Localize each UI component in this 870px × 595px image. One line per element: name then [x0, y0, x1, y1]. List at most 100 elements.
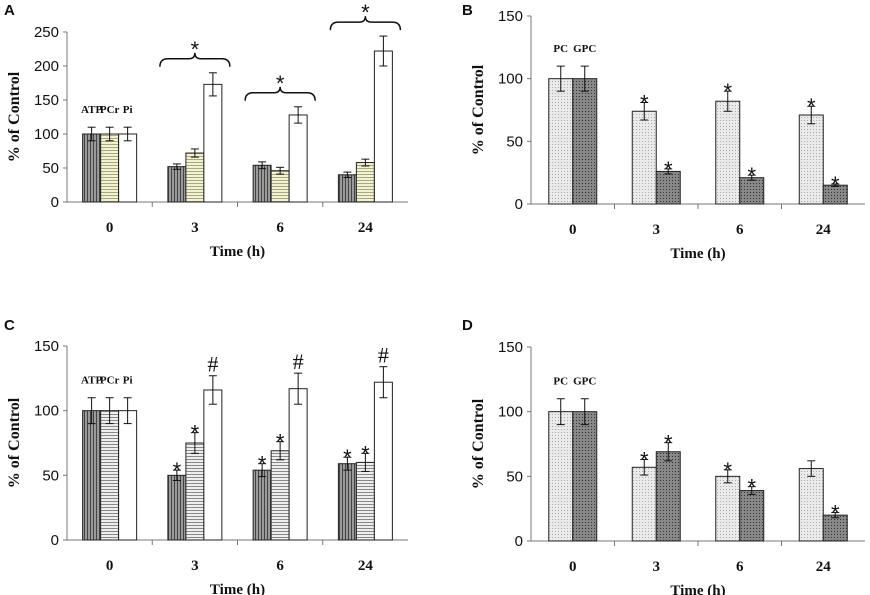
bar-pi — [203, 389, 223, 541]
x-tick-label: 3 — [191, 558, 199, 574]
bar-atp — [337, 463, 357, 541]
bar-pc — [798, 114, 824, 205]
legend-label-gpc: GPC — [573, 43, 596, 55]
significance-asterisk: * — [807, 94, 816, 119]
bar-gpc — [655, 170, 681, 205]
significance-asterisk: * — [723, 458, 732, 483]
x-tick-label: 0 — [106, 558, 114, 574]
chart-panel-a: A 0 50 100 150 200 250 Time (h) % of Control 0 ATP… — [4, 0, 408, 260]
legend-label-pcr: PCr — [100, 375, 120, 387]
significance-asterisk: * — [361, 0, 370, 25]
panel-label: A — [4, 2, 15, 19]
x-tick-label: 0 — [569, 222, 577, 238]
significance-asterisk: * — [723, 79, 732, 104]
x-tick-label: 24 — [358, 558, 374, 574]
significance-hash: # — [293, 349, 304, 374]
significance-asterisk: * — [191, 37, 200, 62]
bar-pc — [548, 78, 574, 205]
y-tick-label: 0 — [51, 532, 59, 549]
bar-atp — [167, 474, 187, 541]
significance-asterisk: * — [276, 71, 285, 96]
bar-pc — [715, 475, 741, 542]
y-tick-label: 0 — [515, 196, 523, 213]
y-tick-label: 150 — [34, 338, 59, 355]
panel-label: C — [4, 317, 15, 334]
x-tick-label: 3 — [653, 222, 661, 238]
x-tick-label: 6 — [276, 220, 284, 236]
significance-asterisk: * — [191, 421, 200, 446]
significance-asterisk: * — [173, 458, 182, 483]
x-tick-label: 6 — [276, 558, 284, 574]
y-tick-label: 150 — [498, 8, 523, 25]
y-tick-label: 100 — [498, 71, 523, 88]
significance-asterisk: * — [276, 430, 285, 455]
legend-label-pc: PC — [553, 43, 568, 55]
bar-gpc — [655, 451, 681, 542]
bar-pi — [288, 388, 308, 541]
bar-pcr — [185, 152, 205, 203]
significance-asterisk: * — [747, 475, 756, 500]
x-tick-label: 6 — [736, 222, 744, 238]
significance-brace — [159, 52, 231, 67]
bar-atp — [252, 469, 272, 541]
y-tick-label: 50 — [42, 160, 59, 177]
significance-asterisk: * — [831, 172, 840, 197]
bar-gpc — [572, 78, 598, 205]
legend-label-pi: Pi — [123, 375, 133, 387]
bar-pcr — [185, 442, 205, 541]
significance-asterisk: * — [664, 431, 673, 456]
x-tick-label: 24 — [358, 220, 374, 236]
y-tick-label: 50 — [506, 133, 523, 150]
y-tick-label: 250 — [34, 24, 59, 41]
significance-asterisk: * — [831, 501, 840, 526]
bar-pi — [288, 114, 308, 203]
x-axis-title: Time (h) — [670, 583, 725, 595]
bar-pi — [203, 83, 223, 203]
x-tick-label: 3 — [191, 220, 199, 236]
y-tick-label: 150 — [34, 92, 59, 109]
bar-gpc — [739, 490, 765, 542]
significance-asterisk: * — [747, 163, 756, 188]
bar-atp — [82, 410, 102, 541]
bar-pcr — [355, 162, 375, 203]
significance-brace — [329, 16, 402, 31]
bar-gpc — [822, 514, 848, 542]
x-axis-title: Time (h) — [210, 244, 265, 260]
y-tick-label: 150 — [498, 339, 523, 356]
y-tick-label: 0 — [51, 194, 59, 211]
bar-pi — [118, 133, 138, 203]
y-tick-label: 100 — [34, 403, 59, 420]
y-axis-title: % of Control — [470, 398, 487, 489]
legend-label-pcr: PCr — [100, 104, 120, 116]
bar-gpc — [739, 177, 765, 205]
bar-atp — [337, 174, 357, 203]
bar-pi — [373, 381, 393, 541]
x-tick-label: 6 — [736, 559, 744, 575]
bar-pcr — [270, 170, 290, 203]
bar-gpc — [572, 411, 598, 542]
x-axis-title: Time (h) — [670, 246, 725, 262]
y-tick-label: 50 — [42, 467, 59, 484]
significance-hash: # — [378, 343, 389, 368]
legend-label-pi: Pi — [123, 104, 133, 116]
bar-pc — [631, 110, 657, 205]
bar-pcr — [100, 133, 120, 203]
y-tick-label: 0 — [515, 533, 523, 550]
legend-label-gpc: GPC — [573, 376, 596, 388]
y-tick-label: 100 — [498, 404, 523, 421]
bar-pcr — [355, 461, 375, 541]
x-tick-label: 0 — [106, 220, 114, 236]
y-tick-label: 100 — [34, 126, 59, 143]
bar-atp — [252, 164, 272, 203]
bar-pc — [798, 468, 824, 542]
chart-panel-b: B 0 50 100 150 Time (h) % of Control 0 PC GPC 3 * * 6… — [462, 2, 865, 262]
bar-pi — [373, 50, 393, 203]
significance-hash: # — [207, 352, 218, 377]
x-axis-title: Time (h) — [210, 582, 265, 595]
y-axis-title: % of Control — [6, 397, 23, 488]
legend-label-atp: ATP — [81, 375, 102, 387]
bar-atp — [167, 166, 187, 203]
legend-label-pc: PC — [553, 376, 568, 388]
